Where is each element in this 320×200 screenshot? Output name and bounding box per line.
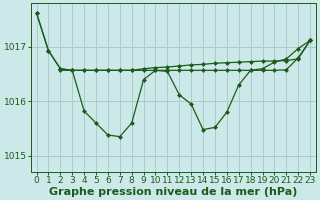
X-axis label: Graphe pression niveau de la mer (hPa): Graphe pression niveau de la mer (hPa) [49, 187, 298, 197]
